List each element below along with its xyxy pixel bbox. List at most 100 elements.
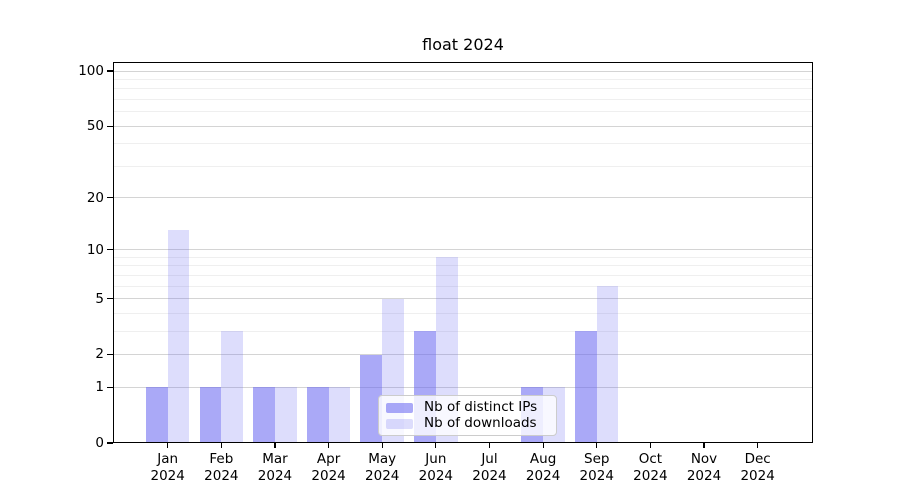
gridline-major [114,125,812,127]
x-tick-year: 2024 [525,468,561,484]
gridline-minor [114,330,812,332]
x-tick-month: Jan [157,451,179,467]
x-tick-mark [381,443,383,448]
gridline-minor [114,78,812,80]
gridline-major [114,197,812,199]
y-tick-mark [107,353,113,356]
x-tick-year: 2024 [365,468,400,484]
x-tick-label: May 2024 [349,451,415,485]
gridline-major [114,298,812,300]
y-tick-label: 5 [95,290,104,307]
x-tick-mark [757,443,759,448]
x-tick-mark [596,443,598,448]
x-tick-label: Feb 2024 [188,451,254,485]
gridline-minor [114,111,812,113]
x-tick-month: Mar [262,451,288,467]
bar-downloads [167,230,190,443]
y-tick-mark [107,197,113,199]
x-tick-year: 2024 [579,468,614,484]
gridline-major [114,70,812,72]
x-tick-month: Aug [529,451,557,467]
x-tick-year: 2024 [150,468,185,484]
gridline-minor [114,285,812,287]
x-tick-label: Aug 2024 [510,451,576,485]
bar-downloads [221,331,244,443]
x-tick-month: Jul [481,451,498,467]
x-tick-mark [274,443,276,448]
bar-downloads [328,387,351,443]
y-tick-mark [107,70,113,72]
x-tick-month: Dec [744,451,771,467]
chart-title: float 2024 [422,35,504,54]
y-tick-mark [107,249,113,251]
y-tick-label: 0 [95,435,104,451]
x-tick-label: Oct 2024 [617,451,683,485]
gridline-major [114,249,812,251]
y-tick-label: 50 [86,118,104,135]
x-tick-year: 2024 [311,468,346,484]
y-tick-mark [107,442,113,444]
x-tick-year: 2024 [418,468,454,484]
legend: Nb of distinct IPs Nb of downloads [378,395,557,436]
legend-label-distinct-ips: Nb of distinct IPs [424,399,538,416]
bar-distinct-ips [253,387,275,443]
y-tick-mark [107,297,113,300]
y-tick-label: 2 [95,346,104,363]
gridline-minor [114,98,812,100]
x-tick-mark [649,443,651,448]
bar-distinct-ips [199,387,222,443]
x-tick-mark [220,443,222,448]
gridline-minor [114,265,812,267]
legend-label-downloads: Nb of downloads [424,415,537,432]
x-tick-month: Nov [690,451,718,467]
x-tick-mark [435,443,437,448]
legend-item-downloads: Nb of downloads [386,416,552,432]
x-tick-label: Nov 2024 [671,451,737,485]
y-tick-label: 20 [86,189,104,206]
gridline-minor [114,143,812,145]
bar-distinct-ips [574,331,597,443]
x-tick-year: 2024 [204,468,239,484]
x-tick-month: Apr [316,451,341,467]
y-tick-label: 10 [86,241,104,258]
x-tick-mark [167,443,169,448]
gridline-major [114,386,812,388]
gridline-minor [114,165,812,167]
x-tick-year: 2024 [472,468,507,484]
x-tick-label: Jan 2024 [135,451,201,485]
bar-distinct-ips [306,387,329,443]
bar-downloads [275,387,297,443]
x-tick-label: Jun 2024 [403,451,469,485]
x-tick-mark [488,443,491,448]
gridline-minor [114,274,812,276]
legend-swatch-distinct-ips [386,403,413,413]
gridline-minor [114,312,812,314]
legend-item-distinct-ips: Nb of distinct IPs [386,400,552,416]
y-tick-label: 100 [78,63,104,80]
x-tick-label: Jul 2024 [456,451,522,485]
x-tick-mark [542,443,544,448]
x-tick-year: 2024 [740,468,775,484]
x-tick-month: Sep [584,451,610,467]
bar-distinct-ips [360,354,383,443]
x-tick-year: 2024 [686,468,722,484]
y-tick-mark [107,386,113,388]
x-tick-label: Dec 2024 [725,451,791,485]
legend-swatch-downloads [386,419,413,429]
x-tick-label: Apr 2024 [296,451,362,485]
bar-downloads [596,286,619,443]
x-tick-label: Mar 2024 [242,451,308,485]
x-tick-month: Feb [209,451,234,467]
x-tick-mark [703,443,705,448]
x-tick-month: May [368,451,397,467]
y-tick-label: 1 [95,379,104,396]
x-tick-month: Oct [638,451,663,467]
x-tick-year: 2024 [257,468,293,484]
gridline-minor [114,256,812,258]
x-tick-month: Jun [425,451,447,467]
gridline-major [114,353,812,355]
bar-distinct-ips [145,387,168,443]
x-tick-mark [327,443,330,448]
y-tick-mark [107,125,113,127]
